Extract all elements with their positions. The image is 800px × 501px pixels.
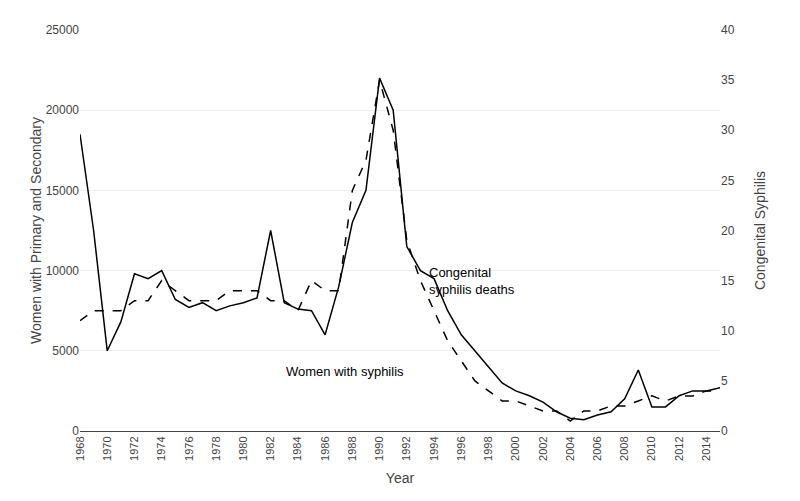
svg-text:1982: 1982 [264, 436, 276, 460]
svg-text:10000: 10000 [46, 264, 80, 278]
svg-text:2014: 2014 [700, 436, 712, 460]
svg-text:20000: 20000 [46, 103, 80, 117]
svg-text:Congenitalsyphilis deaths: Congenitalsyphilis deaths [429, 265, 515, 297]
svg-text:1976: 1976 [183, 436, 195, 460]
svg-text:10: 10 [721, 324, 735, 338]
svg-text:1972: 1972 [128, 436, 140, 460]
svg-text:0: 0 [72, 424, 79, 438]
svg-text:2004: 2004 [564, 436, 576, 460]
svg-text:40: 40 [721, 23, 735, 37]
svg-text:30: 30 [721, 123, 735, 137]
svg-text:1988: 1988 [346, 436, 358, 460]
svg-text:1978: 1978 [210, 436, 222, 460]
svg-text:1998: 1998 [482, 436, 494, 460]
svg-text:25: 25 [721, 174, 735, 188]
svg-text:15000: 15000 [46, 184, 80, 198]
svg-text:35: 35 [721, 73, 735, 87]
svg-text:1968: 1968 [74, 436, 86, 460]
svg-text:5000: 5000 [52, 344, 79, 358]
svg-text:1984: 1984 [291, 436, 303, 460]
svg-text:Women with syphilis: Women with syphilis [286, 364, 404, 379]
svg-text:2012: 2012 [673, 436, 685, 460]
svg-text:1992: 1992 [400, 436, 412, 460]
svg-text:1986: 1986 [319, 436, 331, 460]
svg-text:2008: 2008 [618, 436, 630, 460]
svg-text:2006: 2006 [591, 436, 603, 460]
svg-text:20: 20 [721, 224, 735, 238]
svg-text:5: 5 [721, 374, 728, 388]
svg-text:Women with Primary and Seconda: Women with Primary and Secondary [28, 117, 44, 344]
svg-text:1994: 1994 [428, 436, 440, 460]
svg-text:2000: 2000 [509, 436, 521, 460]
svg-text:1974: 1974 [155, 436, 167, 460]
svg-text:1990: 1990 [373, 436, 385, 460]
svg-text:Year: Year [386, 470, 415, 486]
svg-text:15: 15 [721, 274, 735, 288]
svg-text:2002: 2002 [537, 436, 549, 460]
svg-text:1980: 1980 [237, 436, 249, 460]
svg-text:Congenital Syphilis: Congenital Syphilis [752, 171, 768, 290]
svg-text:0: 0 [721, 424, 728, 438]
svg-text:1970: 1970 [101, 436, 113, 460]
svg-text:25000: 25000 [46, 23, 80, 37]
svg-text:1996: 1996 [455, 436, 467, 460]
svg-text:2010: 2010 [645, 436, 657, 460]
